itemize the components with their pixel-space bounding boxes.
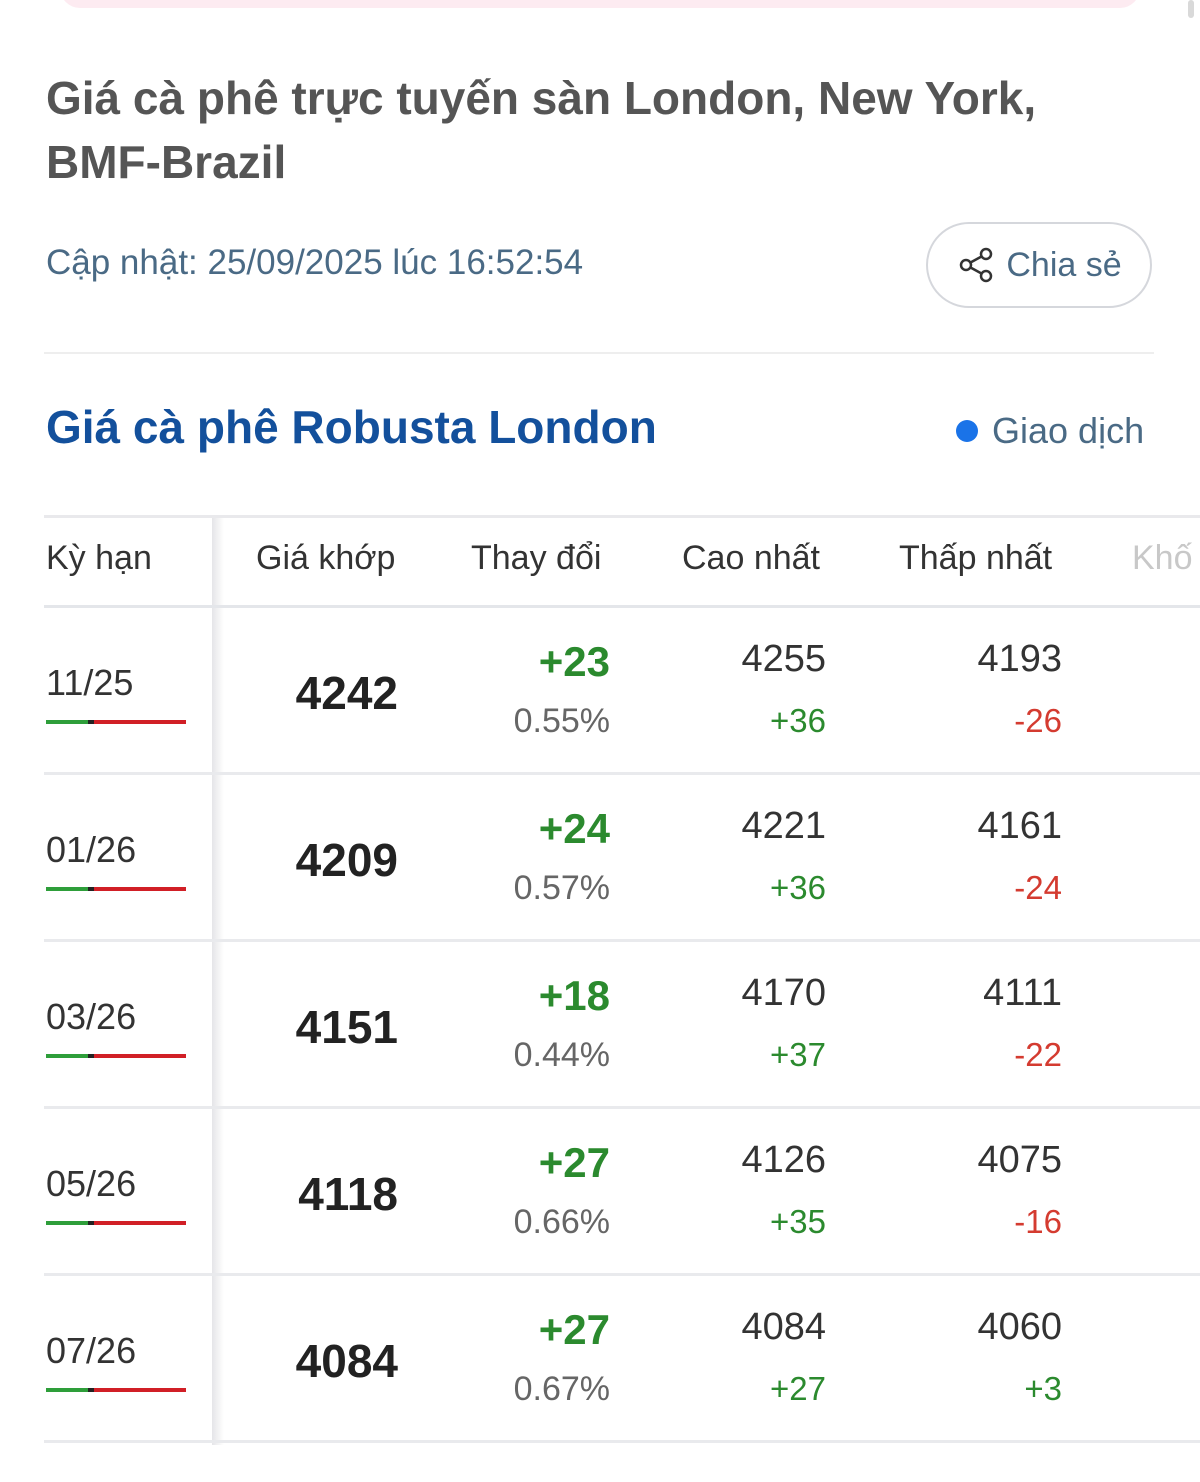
row-divider <box>44 939 1200 942</box>
matched-price: 4242 <box>295 667 398 719</box>
table-row[interactable]: 07/26 4084 +27 0.67% 4084 +27 4060 +3 <box>44 1276 1200 1443</box>
header-volume[interactable]: Khố <box>1132 539 1193 577</box>
low-diff: -16 <box>1014 1203 1062 1240</box>
high-price: 4084 <box>741 1306 826 1348</box>
low-price: 4075 <box>977 1139 1062 1181</box>
change-percent: 0.66% <box>513 1203 610 1241</box>
table-row[interactable]: 05/26 4118 +27 0.66% 4126 +35 4075 -16 <box>44 1109 1200 1276</box>
trading-status: Giao dịch <box>956 410 1144 452</box>
share-button[interactable]: Chia sẻ <box>926 222 1152 308</box>
change-value: +23 <box>538 638 610 685</box>
change-percent: 0.44% <box>513 1036 610 1074</box>
high-diff: +35 <box>770 1203 826 1240</box>
high-price: 4126 <box>741 1139 826 1181</box>
sticky-column-shadow <box>212 518 224 1445</box>
range-bar <box>46 1054 186 1058</box>
low-diff: -22 <box>1014 1036 1062 1073</box>
matched-price: 4118 <box>298 1168 398 1220</box>
low-price: 4060 <box>977 1306 1062 1348</box>
table-row[interactable]: 11/25 4242 +23 0.55% 4255 +36 4193 -26 <box>44 608 1200 775</box>
high-diff: +36 <box>770 702 826 739</box>
share-icon <box>956 245 996 285</box>
high-diff: +37 <box>770 1036 826 1073</box>
divider <box>44 352 1154 354</box>
low-price: 4161 <box>977 805 1062 847</box>
scrollbar[interactable] <box>1188 0 1194 18</box>
range-bar <box>46 887 186 891</box>
header-term[interactable]: Kỳ hạn <box>46 539 152 577</box>
high-price: 4255 <box>741 638 826 680</box>
row-divider <box>44 1440 1200 1443</box>
matched-price: 4209 <box>295 834 398 886</box>
header-change[interactable]: Thay đổi <box>471 539 602 577</box>
low-price: 4193 <box>977 638 1062 680</box>
change-percent: 0.55% <box>513 702 610 740</box>
low-diff: -26 <box>1014 702 1062 739</box>
table-row[interactable]: 03/26 4151 +18 0.44% 4170 +37 4111 -22 <box>44 942 1200 1109</box>
high-price: 4170 <box>741 972 826 1014</box>
row-divider <box>44 1106 1200 1109</box>
table-row[interactable]: 01/26 4209 +24 0.57% 4221 +36 4161 -24 <box>44 775 1200 942</box>
share-label: Chia sẻ <box>1006 245 1122 284</box>
top-banner <box>60 0 1140 8</box>
term: 01/26 <box>46 829 137 870</box>
high-diff: +27 <box>770 1370 826 1407</box>
low-price: 4111 <box>983 972 1062 1014</box>
term: 11/25 <box>46 662 134 703</box>
change-percent: 0.67% <box>513 1370 610 1408</box>
page-title: Giá cà phê trực tuyến sàn London, New Yo… <box>46 72 1037 188</box>
header-top-line <box>44 515 1200 518</box>
change-value: +27 <box>538 1139 610 1186</box>
header-price[interactable]: Giá khớp <box>256 539 396 577</box>
update-timestamp: Cập nhật: 25/09/2025 lúc 16:52:54 <box>46 243 584 282</box>
term: 05/26 <box>46 1163 137 1204</box>
term: 07/26 <box>46 1330 137 1371</box>
header-low[interactable]: Thấp nhất <box>899 539 1053 577</box>
low-diff: -24 <box>1014 869 1062 906</box>
range-bar <box>46 1221 186 1225</box>
high-diff: +36 <box>770 869 826 906</box>
header-high[interactable]: Cao nhất <box>682 539 820 577</box>
row-divider <box>44 1273 1200 1276</box>
low-diff: +3 <box>1024 1370 1062 1407</box>
row-divider <box>44 772 1200 775</box>
change-value: +27 <box>538 1306 610 1353</box>
price-table: Kỳ hạn Giá khớp Thay đổi Cao nhất Thấp n… <box>44 515 1200 1445</box>
range-bar <box>46 720 186 724</box>
section-title: Giá cà phê Robusta London <box>46 401 657 453</box>
change-percent: 0.57% <box>513 869 610 907</box>
header-bottom-line <box>44 605 1200 608</box>
change-value: +18 <box>538 972 610 1019</box>
high-price: 4221 <box>741 805 826 847</box>
status-dot-icon <box>956 420 978 442</box>
matched-price: 4151 <box>295 1001 398 1053</box>
matched-price: 4084 <box>295 1335 398 1387</box>
range-bar <box>46 1388 186 1392</box>
term: 03/26 <box>46 996 137 1037</box>
status-text: Giao dịch <box>992 410 1145 451</box>
change-value: +24 <box>538 805 610 852</box>
